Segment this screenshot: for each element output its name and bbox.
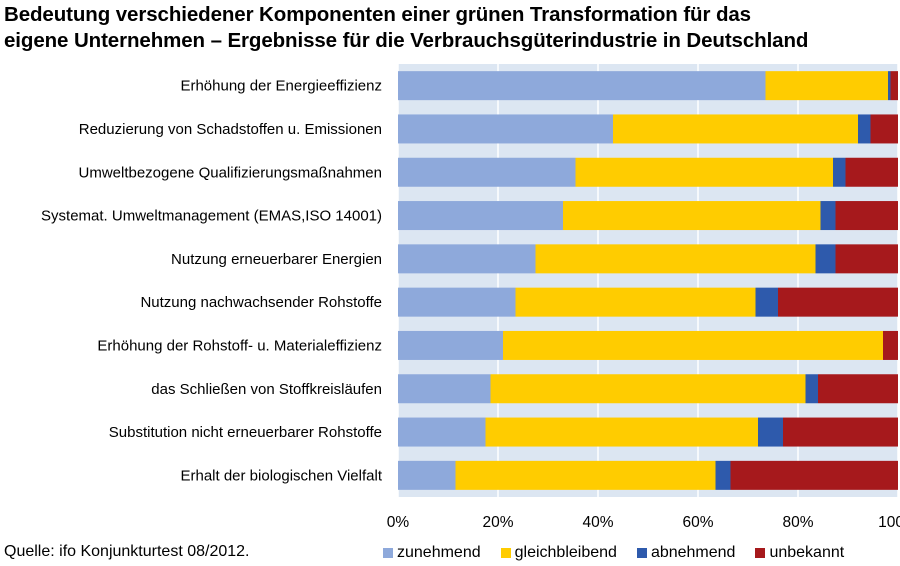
x-tick-label: 20%: [482, 514, 513, 531]
bar-segment-zunehmend: [398, 330, 503, 360]
chart-title: Bedeutung verschiedener Komponenten eine…: [4, 2, 896, 54]
x-tick-label: 100%: [878, 514, 900, 531]
bar-segment-gleichbleibend: [485, 417, 758, 447]
bar-segment-zunehmend: [398, 157, 576, 187]
legend: zunehmend gleichbleibend abnehmend unbekann…: [383, 544, 844, 562]
source-note: Quelle: ifo Konjunkturtest 08/2012.: [4, 543, 250, 560]
bar-segment-gleichbleibend: [563, 201, 821, 231]
bar-segment-gleichbleibend: [613, 114, 858, 144]
x-tick-label: 40%: [582, 514, 613, 531]
bar-segment-abnehmend: [858, 114, 871, 144]
bar-segment-abnehmend: [888, 71, 891, 101]
bar-segment-unbekannt: [890, 71, 898, 101]
bar-segment-gleichbleibend: [575, 157, 833, 187]
category-label: Erhöhung der Rohstoff- u. Materialeffizi…: [97, 337, 382, 354]
bar-segment-abnehmend: [758, 417, 783, 447]
chart-title-line-1: Bedeutung verschiedener Komponenten eine…: [4, 3, 751, 26]
x-tick-label: 60%: [682, 514, 713, 531]
bar-segment-zunehmend: [398, 374, 491, 404]
bar-segment-unbekannt: [730, 460, 898, 490]
bar-segment-abnehmend: [833, 157, 846, 187]
bar-segment-unbekannt: [835, 244, 898, 274]
legend-swatch: [755, 548, 766, 558]
bar-segment-abnehmend: [755, 287, 778, 317]
bar-segment-gleichbleibend: [515, 287, 756, 317]
bar-segment-unbekannt: [883, 330, 898, 360]
bar-segment-abnehmend: [715, 460, 731, 490]
x-tick-label: 0%: [387, 514, 410, 531]
bar-segment-zunehmend: [398, 71, 766, 101]
legend-item-unbekannt: unbekannt: [755, 544, 844, 562]
legend-swatch: [500, 548, 511, 558]
bar-segment-unbekannt: [778, 287, 898, 317]
category-label: Substitution nicht erneuerbarer Rohstoff…: [109, 424, 382, 441]
category-label: das Schließen von Stoffkreisläufen: [151, 381, 382, 398]
bar-segment-abnehmend: [815, 244, 836, 274]
bar-segment-unbekannt: [783, 417, 898, 447]
legend-label: zunehmend: [397, 544, 481, 561]
bar-segment-zunehmend: [398, 201, 563, 231]
bar-segment-zunehmend: [398, 287, 516, 317]
category-label: Erhalt der biologischen Vielfalt: [180, 467, 382, 484]
legend-swatch: [636, 548, 647, 558]
legend-label: abnehmend: [650, 544, 736, 561]
legend-label: gleichbleibend: [514, 544, 617, 561]
bar-segment-unbekannt: [835, 201, 898, 231]
bar-segment-gleichbleibend: [503, 330, 883, 360]
legend-item-abnehmend: abnehmend: [636, 544, 736, 562]
category-label: Reduzierung von Schadstoffen u. Emission…: [79, 121, 382, 138]
category-label: Nutzung erneuerbarer Energien: [171, 251, 382, 268]
x-tick-label: 80%: [782, 514, 813, 531]
bar-segment-unbekannt: [870, 114, 898, 144]
bar-segment-abnehmend: [820, 201, 836, 231]
legend-item-zunehmend: zunehmend: [383, 544, 481, 562]
legend-label: unbekannt: [769, 544, 845, 561]
bar-segment-gleichbleibend: [455, 460, 716, 490]
bar-segment-zunehmend: [398, 244, 536, 274]
category-label: Nutzung nachwachsender Rohstoffe: [140, 294, 382, 311]
bar-segment-abnehmend: [805, 374, 818, 404]
bar-segment-zunehmend: [398, 460, 456, 490]
bar-segment-gleichbleibend: [535, 244, 816, 274]
bar-segment-zunehmend: [398, 114, 613, 144]
bar-segment-zunehmend: [398, 417, 486, 447]
bar-segment-unbekannt: [818, 374, 898, 404]
chart-title-line-2: eigene Unternehmen – Ergebnisse für die …: [4, 29, 809, 52]
bar-segment-gleichbleibend: [765, 71, 888, 101]
category-label: Umweltbezogene Qualifizierungsmaßnahmen: [79, 164, 383, 181]
bar-segment-gleichbleibend: [490, 374, 806, 404]
category-label: Erhöhung der Energieeffizienz: [180, 78, 382, 95]
legend-item-gleichbleibend: gleichbleibend: [500, 544, 617, 562]
bar-segment-unbekannt: [845, 157, 898, 187]
category-label: Systemat. Umweltmanagement (EMAS,ISO 140…: [41, 208, 382, 225]
legend-swatch: [383, 548, 393, 558]
